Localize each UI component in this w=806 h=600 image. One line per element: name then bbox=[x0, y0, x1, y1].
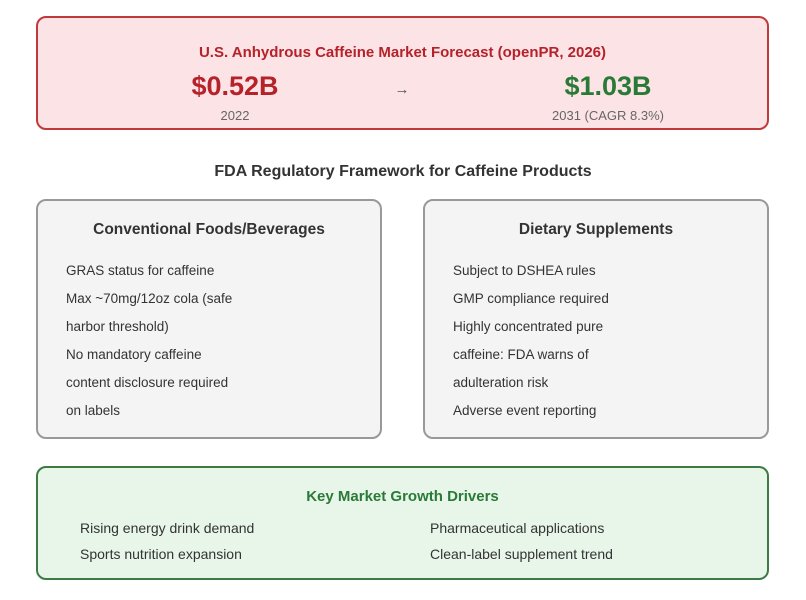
regulatory-framework-title: FDA Regulatory Framework for Caffeine Pr… bbox=[214, 163, 592, 180]
conventional-line: harbor threshold) bbox=[66, 319, 169, 334]
supplements-line: Adverse event reporting bbox=[453, 403, 597, 418]
conventional-foods-list: GRAS status for caffeine Max ~70mg/12oz … bbox=[66, 257, 316, 425]
growth-drivers-title: Key Market Growth Drivers bbox=[306, 488, 499, 505]
growth-driver-item: Clean-label supplement trend bbox=[430, 546, 613, 562]
forecast-end-year: 2031 (CAGR 8.3%) bbox=[552, 108, 664, 123]
supplements-line: GMP compliance required bbox=[453, 291, 609, 306]
arrow-right-icon: → bbox=[394, 81, 410, 98]
conventional-foods-panel: Conventional Foods/Beverages GRAS status… bbox=[36, 199, 382, 439]
growth-drivers-panel: Key Market Growth Drivers Rising energy … bbox=[36, 466, 769, 580]
conventional-line: on labels bbox=[66, 403, 121, 418]
growth-driver-item: Pharmaceutical applications bbox=[430, 520, 605, 536]
supplements-line: caffeine: FDA warns of bbox=[453, 347, 589, 362]
conventional-line: No mandatory caffeine bbox=[66, 347, 202, 362]
supplements-line: Subject to DSHEA rules bbox=[453, 263, 596, 278]
forecast-start-year: 2022 bbox=[220, 108, 250, 123]
dietary-supplements-list: Subject to DSHEA rules GMP compliance re… bbox=[453, 257, 703, 425]
conventional-line: Max ~70mg/12oz cola (safe bbox=[66, 291, 233, 306]
supplements-line: adulteration risk bbox=[453, 375, 549, 390]
dietary-supplements-title: Dietary Supplements bbox=[518, 221, 674, 238]
forecast-end-value: $1.03B bbox=[564, 71, 652, 101]
forecast-start-value: $0.52B bbox=[191, 71, 279, 101]
market-forecast-panel: U.S. Anhydrous Caffeine Market Forecast … bbox=[36, 16, 769, 130]
conventional-line: GRAS status for caffeine bbox=[66, 263, 215, 278]
forecast-title: U.S. Anhydrous Caffeine Market Forecast … bbox=[198, 44, 607, 61]
conventional-foods-title: Conventional Foods/Beverages bbox=[93, 221, 325, 238]
growth-driver-item: Sports nutrition expansion bbox=[80, 546, 242, 562]
conventional-line: content disclosure required bbox=[66, 375, 229, 390]
growth-driver-item: Rising energy drink demand bbox=[80, 520, 255, 536]
dietary-supplements-panel: Dietary Supplements Subject to DSHEA rul… bbox=[423, 199, 769, 439]
supplements-line: Highly concentrated pure bbox=[453, 319, 604, 334]
